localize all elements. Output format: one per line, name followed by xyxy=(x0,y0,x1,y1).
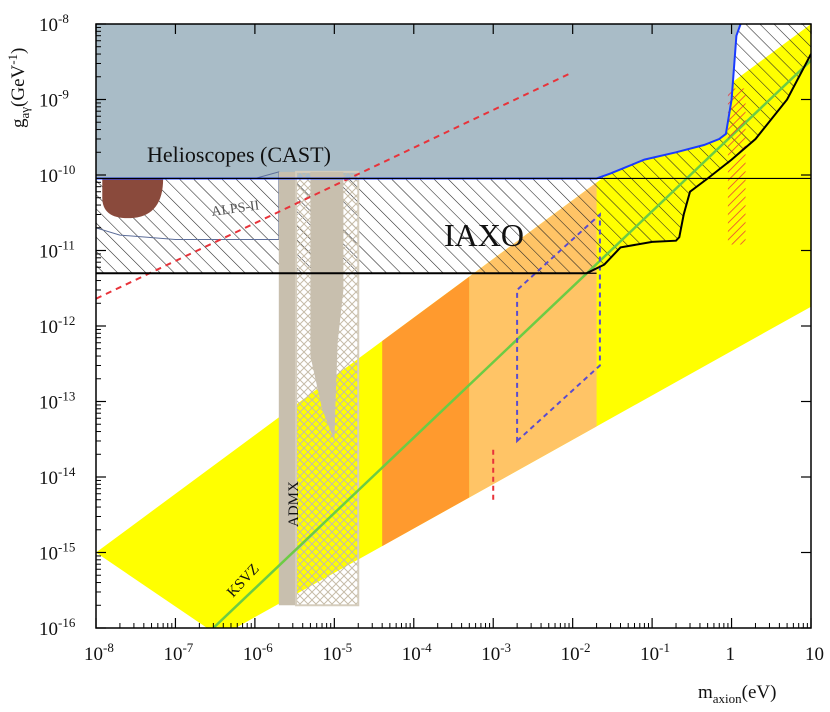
y-tick-label: 10-13 xyxy=(39,389,75,414)
ksvz-line xyxy=(212,59,811,628)
x-axis-label: maxion(eV) xyxy=(698,682,776,706)
y-tick-label: 10-9 xyxy=(39,87,69,112)
x-tick-label: 10 xyxy=(805,644,824,665)
y-tick-label: 10-8 xyxy=(39,11,69,36)
admx-measured-region xyxy=(310,171,344,441)
x-tick-label: 10-1 xyxy=(640,640,670,665)
alps-region-outline xyxy=(96,171,280,240)
y-tick-label: 10-15 xyxy=(39,540,75,565)
plot-area xyxy=(96,24,811,628)
axis-ticks: 10-8 10-7 10-6 10-5 10-4 10-3 10-2 10-1 1 1010-81… xyxy=(5,11,824,706)
y-axis-label: gaγ(GeV-1) xyxy=(5,48,32,128)
brown-excluded-region xyxy=(102,178,164,219)
y-tick-label: 10-11 xyxy=(39,238,75,263)
x-tick-label: 10-4 xyxy=(402,640,432,665)
x-tick-label: 10-7 xyxy=(163,640,193,665)
helioscopes-label: Helioscopes (CAST) xyxy=(147,142,331,167)
iaxo-boundary-line xyxy=(96,53,811,275)
cast-excluded-region xyxy=(96,24,741,179)
iaxo-label: IAXO xyxy=(444,217,524,253)
iaxo-hatched-region xyxy=(96,24,811,274)
x-tick-label: 10-3 xyxy=(481,640,511,665)
y-tick-label: 10-12 xyxy=(39,313,75,338)
x-tick-label: 10-5 xyxy=(322,640,352,665)
alps-label: ALPS-II xyxy=(210,198,260,220)
y-tick-label: 10-16 xyxy=(39,615,76,640)
cast-boundary-line xyxy=(96,24,742,180)
admx-label: ADMX xyxy=(286,481,302,527)
blue-dashed-region xyxy=(516,212,601,444)
x-tick-label: 10-8 xyxy=(84,640,114,665)
x-tick-label: 1 xyxy=(726,644,736,665)
admx-region xyxy=(278,171,297,606)
y-tick-label: 10-10 xyxy=(39,162,75,187)
x-tick-label: 10-6 xyxy=(243,640,273,665)
x-tick-label: 10-2 xyxy=(561,640,591,665)
y-tick-label: 10-14 xyxy=(39,464,76,489)
red-hatched-region xyxy=(727,88,746,245)
orange-region xyxy=(382,276,470,547)
